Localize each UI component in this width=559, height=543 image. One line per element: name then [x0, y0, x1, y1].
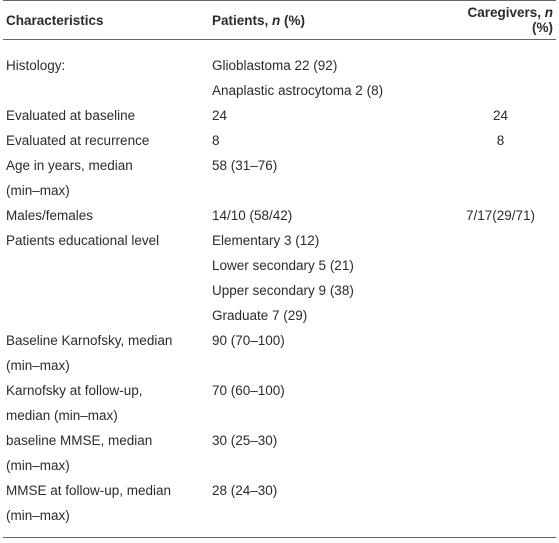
patients-value: Lower secondary 5 (21) — [212, 258, 354, 273]
table-row: Patients educational level Elementary 3 (… — [3, 228, 556, 328]
table-cell — [445, 228, 556, 328]
table-cell: Males/females — [3, 203, 209, 228]
row-label: Evaluated at baseline — [6, 108, 136, 123]
table-cell: Elementary 3 (12) Lower secondary 5 (21) U… — [209, 228, 445, 328]
patients-value: 30 (25–30) — [212, 433, 278, 448]
table-cell — [445, 40, 556, 104]
table-cell: Histology: — [3, 40, 209, 104]
table-row: Karnofsky at follow-up, median (min–max) 7… — [3, 378, 556, 428]
table-row: Baseline Karnofsky, median (min–max) 90 (7… — [3, 328, 556, 378]
patients-value: 28 (24–30) — [212, 483, 278, 498]
row-label: median (min–max) — [6, 408, 118, 423]
row-label: (min–max) — [6, 183, 70, 198]
row-label: Patients educational level — [6, 233, 160, 248]
patients-value: 8 — [212, 133, 220, 148]
table-cell: 8 — [445, 128, 556, 153]
table-cell: 8 — [209, 128, 445, 153]
header-text: (%) — [280, 12, 306, 28]
row-label: Karnofsky at follow-up, — [6, 383, 143, 398]
row-label: Histology: — [6, 58, 66, 73]
caregivers-value: 24 — [492, 108, 509, 123]
patients-value: Upper secondary 9 (38) — [212, 283, 354, 298]
table-cell: MMSE at follow-up, median (min–max) — [3, 478, 209, 538]
header-row: Characteristics Patients, n (%) Caregive… — [3, 0, 556, 40]
table-row: MMSE at follow-up, median (min–max) 28 (24… — [3, 478, 556, 538]
patients-value: 70 (60–100) — [212, 383, 285, 398]
table-cell: Glioblastoma 22 (92) Anaplastic astrocyto… — [209, 40, 445, 104]
header-text: (%) — [532, 20, 553, 35]
header-text: Caregivers, — [467, 5, 545, 20]
table-row: Evaluated at recurrence 8 8 — [3, 128, 556, 153]
header-cell: Caregivers, n (%) — [445, 0, 556, 40]
table-cell: 70 (60–100) — [209, 378, 445, 428]
header-cell: Patients, n (%) — [209, 0, 445, 40]
table-cell — [445, 153, 556, 203]
header-italic: n — [272, 12, 281, 28]
table-cell — [445, 428, 556, 478]
table-row: Age in years, median (min–max) 58 (31–76) — [3, 153, 556, 203]
patients-value: 58 (31–76) — [212, 158, 278, 173]
header-cell: Characteristics — [3, 0, 209, 40]
data-table: Characteristics Patients, n (%) Caregive… — [3, 0, 556, 538]
table-cell: 14/10 (58/42) — [209, 203, 445, 228]
row-label: (min–max) — [6, 358, 70, 373]
header-text: Characteristics — [6, 12, 104, 28]
row-label: Age in years, median — [6, 158, 133, 173]
table-cell: Karnofsky at follow-up, median (min–max) — [3, 378, 209, 428]
table-cell: 58 (31–76) — [209, 153, 445, 203]
row-label: (min–max) — [6, 508, 70, 523]
table-cell — [445, 328, 556, 378]
table-cell — [445, 478, 556, 538]
table-row: Histology: Glioblastoma 22 (92) Anaplastic… — [3, 40, 556, 104]
patients-value: 14/10 (58/42) — [212, 208, 293, 223]
table-cell: Evaluated at baseline — [3, 103, 209, 128]
row-label: Evaluated at recurrence — [6, 133, 150, 148]
table-cell: 24 — [445, 103, 556, 128]
patients-value: Glioblastoma 22 (92) — [212, 58, 338, 73]
row-label: MMSE at follow-up, median — [6, 483, 172, 498]
table-row: baseline MMSE, median (min–max) 30 (25–30) — [3, 428, 556, 478]
table-body: Histology: Glioblastoma 22 (92) Anaplastic… — [3, 40, 556, 538]
table-cell: 7/17(29/71) — [445, 203, 556, 228]
table-cell: 28 (24–30) — [209, 478, 445, 538]
table-cell: 24 — [209, 103, 445, 128]
table-cell: Baseline Karnofsky, median (min–max) — [3, 328, 209, 378]
table-cell: baseline MMSE, median (min–max) — [3, 428, 209, 478]
table-cell — [445, 378, 556, 428]
table-row: Males/females 14/10 (58/42) 7/17(29/71) — [3, 203, 556, 228]
caregivers-value: 8 — [496, 133, 505, 148]
patients-value: Graduate 7 (29) — [212, 308, 308, 323]
row-label: baseline MMSE, median — [6, 433, 153, 448]
patients-value: 24 — [212, 108, 228, 123]
header-text: Patients, — [212, 12, 273, 28]
patients-value: Elementary 3 (12) — [212, 233, 320, 248]
patients-value: 90 (70–100) — [212, 333, 285, 348]
table-cell: 30 (25–30) — [209, 428, 445, 478]
row-label: Males/females — [6, 208, 94, 223]
table-cell: Evaluated at recurrence — [3, 128, 209, 153]
table-cell: 90 (70–100) — [209, 328, 445, 378]
row-label: Baseline Karnofsky, median — [6, 333, 173, 348]
caregivers-value: 7/17(29/71) — [465, 208, 536, 223]
table-row: Evaluated at baseline 24 24 — [3, 103, 556, 128]
table-cell: Age in years, median (min–max) — [3, 153, 209, 203]
patients-value: Anaplastic astrocytoma 2 (8) — [212, 83, 384, 98]
table-cell: Patients educational level — [3, 228, 209, 328]
row-label: (min–max) — [6, 458, 70, 473]
header-italic: n — [544, 5, 553, 20]
